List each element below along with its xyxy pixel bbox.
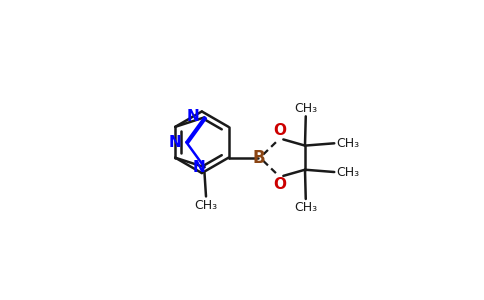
Text: CH₃: CH₃ [336,166,360,178]
Text: CH₃: CH₃ [336,137,360,150]
Text: O: O [273,177,286,192]
Text: CH₃: CH₃ [195,199,218,212]
Text: O: O [273,123,286,138]
Text: CH₃: CH₃ [294,200,318,214]
Text: B: B [252,149,265,167]
Text: N: N [187,109,200,124]
Text: N: N [193,160,205,175]
Text: CH₃: CH₃ [294,102,318,115]
Text: N: N [168,135,181,150]
